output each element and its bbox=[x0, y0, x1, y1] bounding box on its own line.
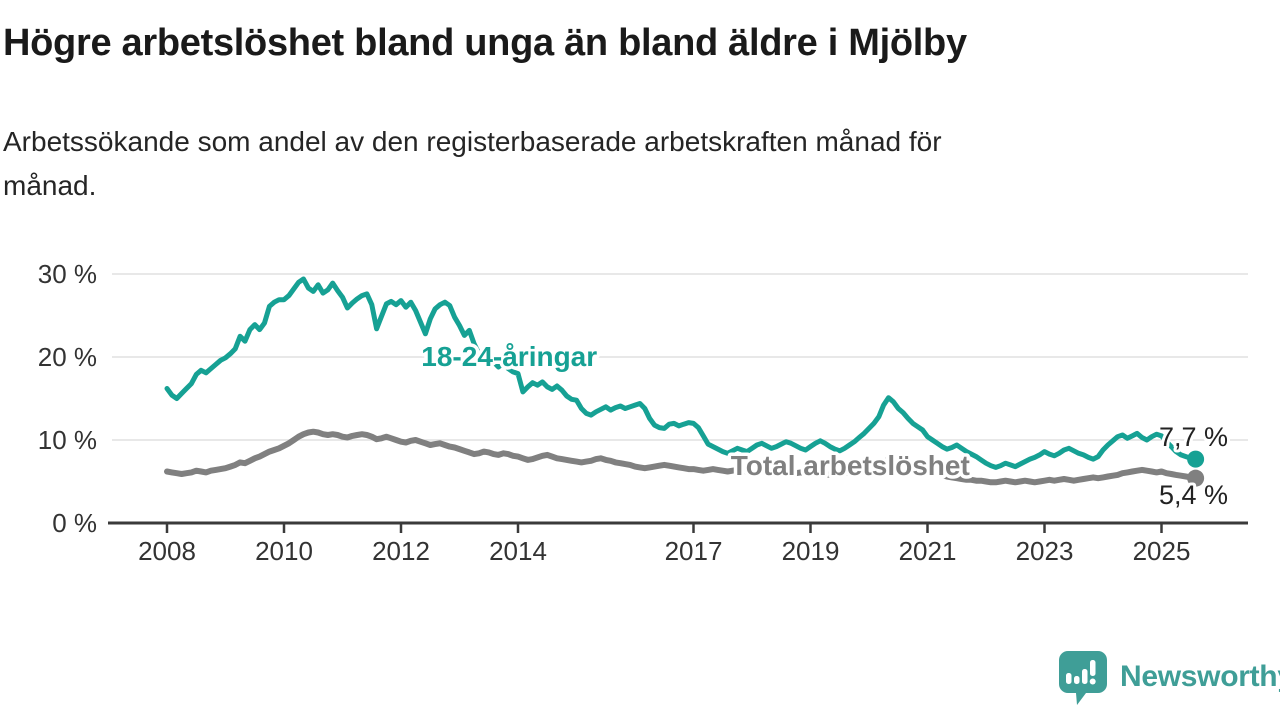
x-tick-label: 2008 bbox=[138, 536, 196, 566]
exclamation-dot bbox=[1089, 678, 1096, 685]
bar-1 bbox=[1066, 673, 1072, 684]
series-label: 18-24-åringar bbox=[421, 341, 597, 372]
gridlines bbox=[112, 273, 1248, 441]
x-tick-label: 2021 bbox=[899, 536, 957, 566]
series-line-18-24-åringar bbox=[164, 276, 1199, 470]
x-tick-label: 2019 bbox=[782, 536, 840, 566]
chart-title: Högre arbetslöshet bland unga än bland ä… bbox=[3, 22, 967, 64]
chart-subtitle-line-2: månad. bbox=[3, 170, 97, 201]
end-value-label: 5,4 % bbox=[1159, 480, 1228, 510]
x-tick-label: 2025 bbox=[1133, 536, 1191, 566]
y-axis-labels: 0 % 10 % 20 % 30 % bbox=[38, 259, 97, 538]
chart-subtitle-line-1: Arbetssökande som andel av den registerb… bbox=[3, 126, 942, 157]
chart-subtitle: Arbetssökande som andel av den registerb… bbox=[3, 120, 1193, 208]
y-tick-label: 0 % bbox=[52, 508, 97, 538]
bar-2 bbox=[1074, 676, 1080, 684]
x-tick-label: 2012 bbox=[372, 536, 430, 566]
end-dot-total-arbetslöshet bbox=[1187, 469, 1205, 487]
end-value-label: 7,7 % bbox=[1159, 422, 1228, 452]
x-tick-label: 2010 bbox=[255, 536, 313, 566]
series-line-total-arbetslöshet bbox=[164, 428, 1199, 486]
newsworthy-logo-text: Newsworthy bbox=[1120, 660, 1280, 693]
bar-3 bbox=[1082, 669, 1088, 684]
y-tick-label: 10 % bbox=[38, 425, 97, 455]
x-tick-label: 2017 bbox=[665, 536, 723, 566]
x-tick-label: 2023 bbox=[1016, 536, 1074, 566]
newsworthy-logo-icon bbox=[1059, 651, 1107, 705]
end-dot-18-24-åringar bbox=[1187, 450, 1205, 468]
exclamation-bar bbox=[1090, 660, 1096, 676]
x-axis: 2008 2010 2012 2014 2017 2019 2021 2023 2025 bbox=[108, 521, 1248, 566]
newsworthy-logo: Newsworthy bbox=[1054, 648, 1280, 706]
y-tick-label: 20 % bbox=[38, 342, 97, 372]
x-tick-label: 2014 bbox=[489, 536, 547, 566]
y-tick-label: 30 % bbox=[38, 259, 97, 289]
series-label: Total arbetslöshet bbox=[731, 450, 970, 481]
